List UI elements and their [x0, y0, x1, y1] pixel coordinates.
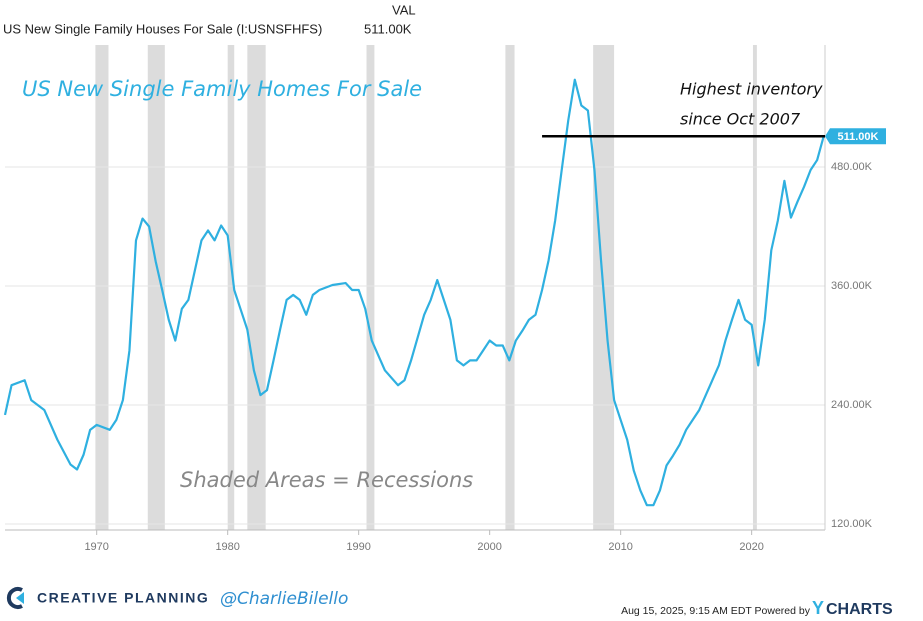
chart-title: US New Single Family Homes For Sale: [22, 77, 422, 101]
header-value-heading: VAL: [392, 2, 416, 17]
value-badge: [825, 128, 886, 145]
x-tick-label: 2000: [477, 541, 501, 553]
recession-band: [227, 45, 235, 530]
y-tick-label: 480.00K: [831, 161, 873, 173]
footer-date: Aug 15, 2025, 9:15 AM EDT Powered by: [621, 605, 811, 617]
plot-area: 120.00K 240.00K 360.00K 480.00K 1970 1980 1990…: [3, 45, 886, 553]
x-tick-label: 2020: [739, 541, 763, 553]
annotation: Highest inventory: [680, 80, 823, 99]
header-value: 511.00K: [364, 21, 412, 36]
footer-handle: @CharlieBilello: [220, 589, 348, 609]
recession-band: [95, 45, 109, 530]
annotation: since Oct 2007: [680, 110, 801, 129]
value-badge-label: 511.00K: [838, 131, 879, 143]
recession-band: [247, 45, 266, 530]
recession-band: [366, 45, 375, 530]
x-tick-label: 1980: [215, 541, 239, 553]
data-line: [3, 78, 825, 507]
header-title: US New Single Family Houses For Sale (I:…: [3, 21, 322, 36]
y-tick-label: 240.00K: [831, 399, 873, 411]
footer-logo: Y: [812, 598, 824, 618]
x-tick-label: 1990: [346, 541, 370, 553]
x-tick-label: 2010: [608, 541, 632, 553]
footer-brand: CREATIVE PLANNING: [37, 590, 209, 606]
recession-note: Shaded Areas = Recessions: [180, 468, 473, 492]
recession-band: [752, 45, 757, 530]
recession-band: [505, 45, 515, 530]
footer-logo: CHARTS: [826, 601, 893, 618]
footer-logo-icon: [6, 587, 24, 609]
x-tick-label: 1970: [84, 541, 108, 553]
y-tick-label: 360.00K: [831, 280, 873, 292]
recession-band: [147, 45, 165, 530]
y-tick-label: 120.00K: [831, 518, 873, 530]
